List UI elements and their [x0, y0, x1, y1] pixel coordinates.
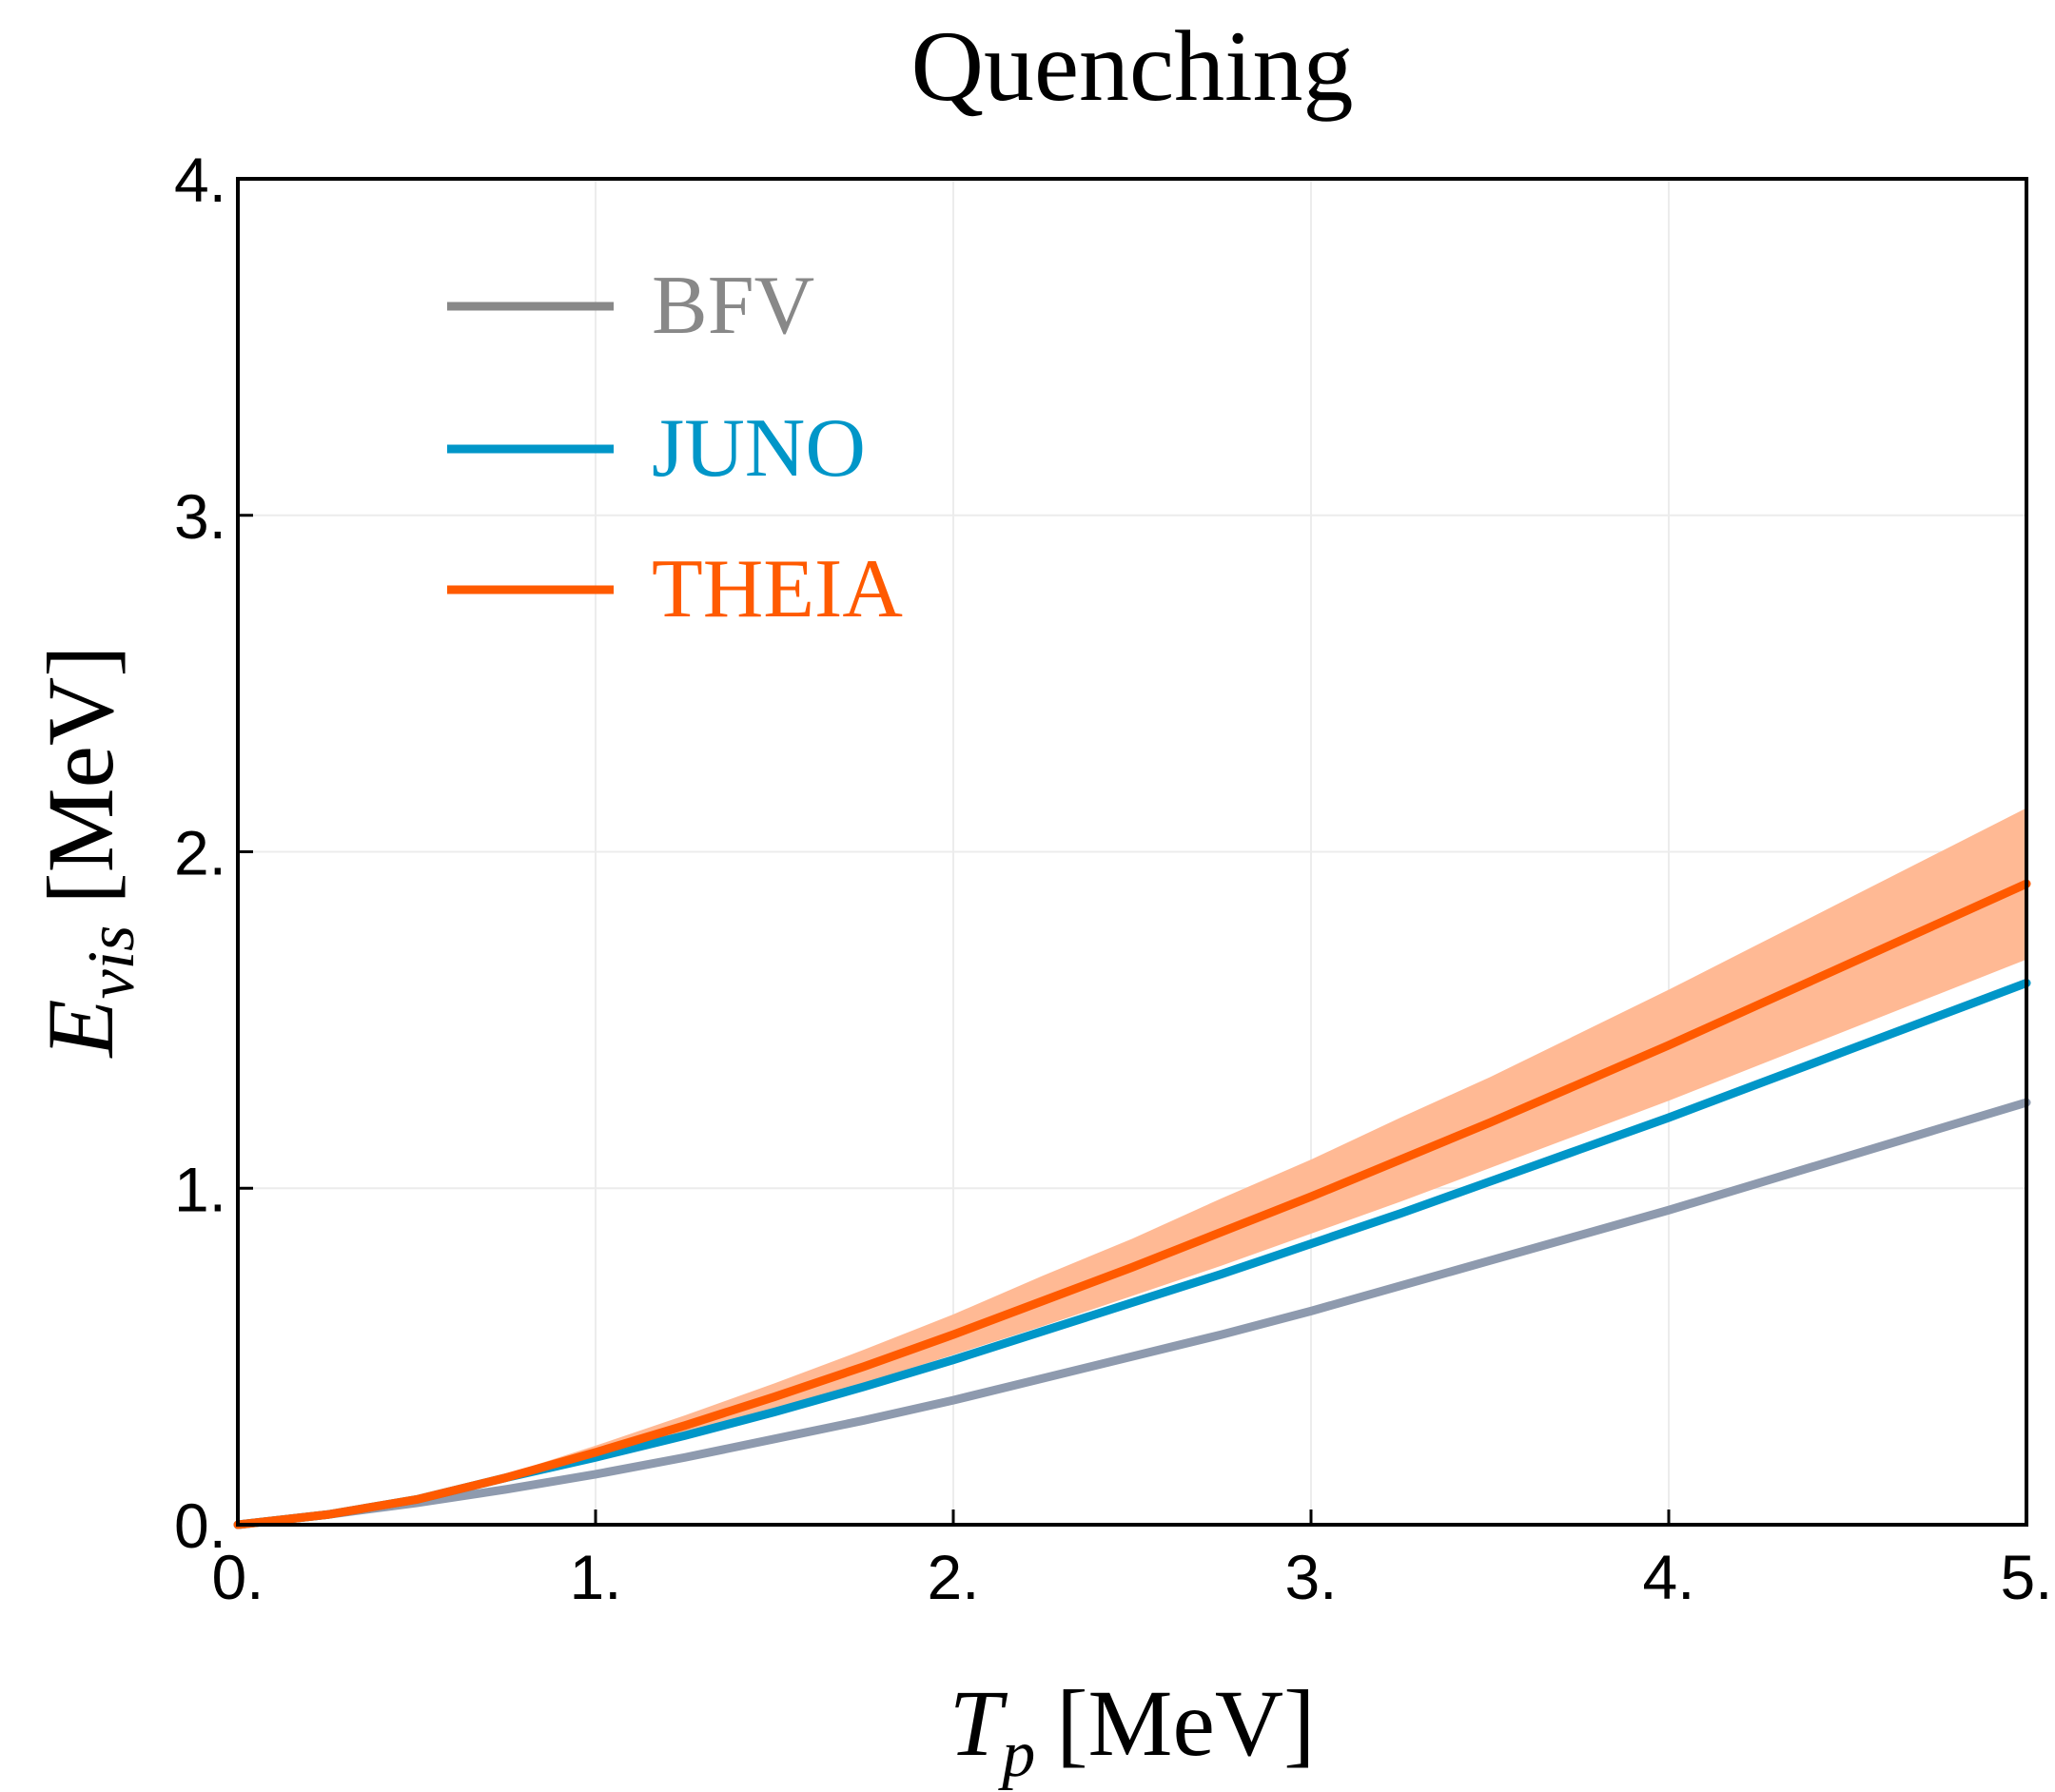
- x-tick-label: 5.: [2000, 1542, 2052, 1612]
- y-tick-label: 2.: [174, 818, 226, 888]
- line-theia: [233, 879, 2031, 1529]
- y-tick-label: 0.: [174, 1490, 226, 1561]
- band-theia: [238, 808, 2026, 1525]
- grid: [238, 179, 2026, 1525]
- legend: BFV JUNO THEIA: [447, 260, 903, 635]
- legend-label-bfv: BFV: [652, 260, 814, 352]
- x-axis-unit: [MeV]: [1056, 1670, 1315, 1776]
- x-tick-label: 2.: [927, 1542, 979, 1612]
- x-axis-subscript: p: [997, 1718, 1035, 1791]
- x-tick-label: 0.: [211, 1542, 264, 1612]
- y-tick-label: 3.: [174, 481, 226, 552]
- x-tick-label: 1.: [569, 1542, 621, 1612]
- uncertainty-bands: [238, 808, 2026, 1525]
- axis-ticks: 0. 1. 2. 3. 4. 5. 0. 1. 2. 3. 4.: [174, 145, 2053, 1612]
- x-tick-label: 3.: [1284, 1542, 1337, 1612]
- y-axis-unit: [MeV]: [28, 646, 133, 905]
- y-tick-label: 4.: [174, 145, 226, 215]
- y-axis-subscript: vis: [75, 925, 148, 1000]
- x-axis-label: Tp [MeV]: [949, 1670, 1316, 1791]
- x-tick-label: 4.: [1642, 1542, 1694, 1612]
- line-bfv: [233, 1098, 2031, 1529]
- legend-label-theia: THEIA: [652, 543, 903, 635]
- chart-title: Quenching: [910, 10, 1353, 122]
- y-tick-label: 1.: [174, 1154, 226, 1224]
- x-axis-symbol: T: [949, 1670, 1008, 1776]
- legend-label-juno: JUNO: [652, 402, 866, 495]
- y-axis-label: Evis [MeV]: [28, 646, 148, 1060]
- series-lines: [233, 879, 2031, 1529]
- y-axis-symbol: E: [28, 999, 133, 1059]
